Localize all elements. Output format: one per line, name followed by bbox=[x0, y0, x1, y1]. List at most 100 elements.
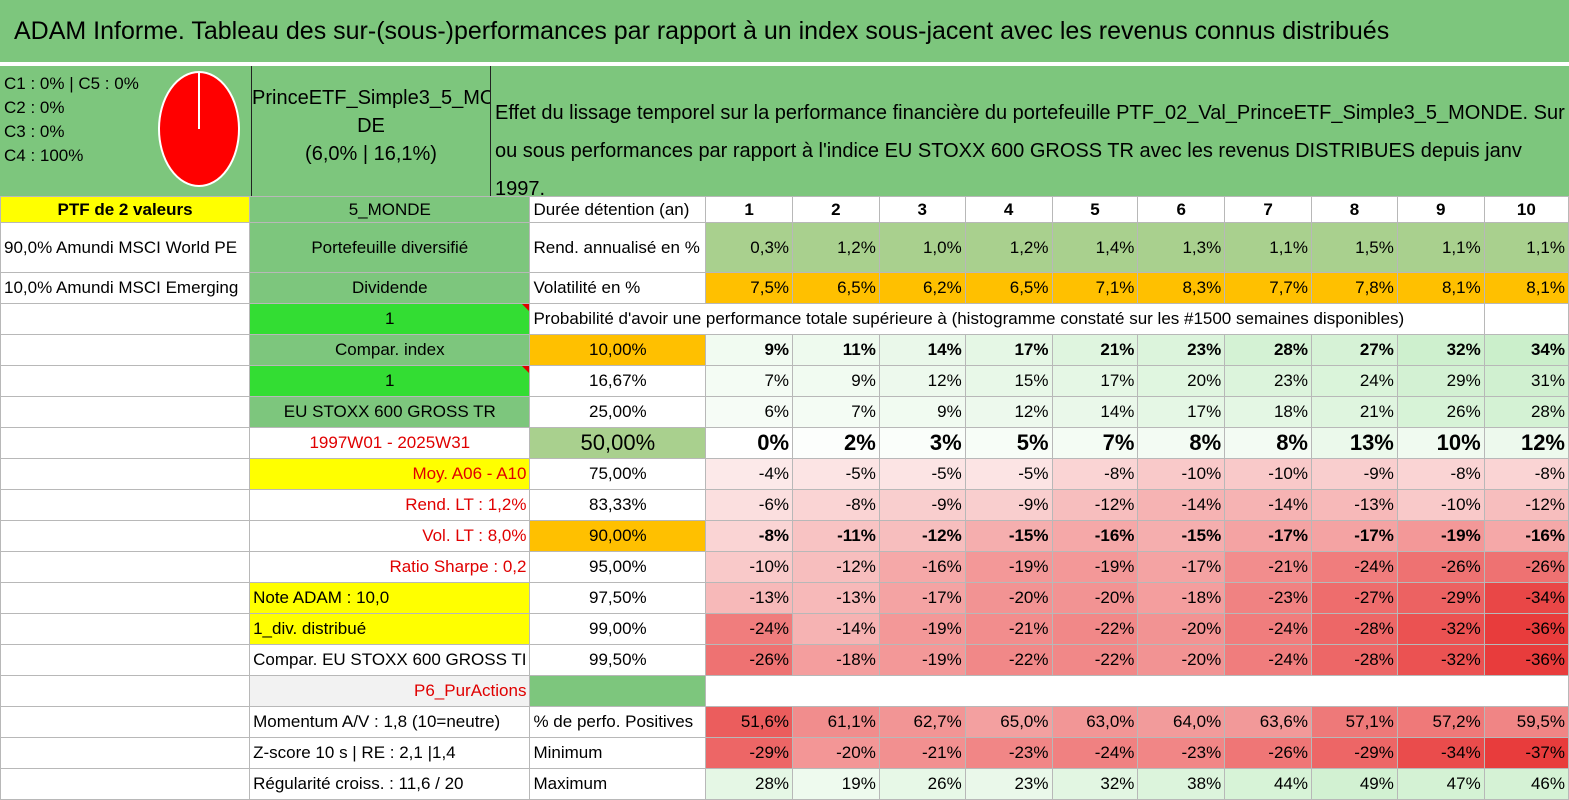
value-cell: 9% bbox=[792, 365, 880, 397]
value-cell: 7,7% bbox=[1224, 272, 1312, 304]
year-header: 4 bbox=[964, 196, 1053, 223]
value-cell: -32% bbox=[1396, 613, 1485, 645]
empty-cell bbox=[0, 675, 251, 707]
value-cell: 65,0% bbox=[964, 706, 1053, 738]
value-cell: -19% bbox=[964, 551, 1053, 583]
table-row: Momentum A/V : 1,8 (10=neutre)% de perfo… bbox=[0, 706, 1569, 738]
value-cell: -26% bbox=[1224, 737, 1312, 769]
value-cell: 9% bbox=[878, 396, 966, 428]
table-row: 1 16,67% 7% 9% 12% 15% 17% 20% 23% 24% 29% 31% bbox=[0, 365, 1569, 397]
value-cell: -16% bbox=[1483, 520, 1569, 552]
value-cell: -8% bbox=[792, 489, 880, 521]
value-cell: 15% bbox=[964, 365, 1053, 397]
value-cell: 26% bbox=[1396, 396, 1485, 428]
empty-cell bbox=[0, 551, 251, 583]
year-header: 5 bbox=[1051, 196, 1139, 223]
zone-label: 5_MONDE bbox=[249, 196, 531, 223]
table-row: Compar. index 10,00% 9% 11% 14% 17% 21% 23% 28% 2… bbox=[0, 334, 1569, 366]
value-cell: -5% bbox=[878, 458, 966, 490]
value-cell: 23% bbox=[964, 768, 1053, 800]
rend-label: Rend. annualisé en % bbox=[529, 222, 707, 273]
value-cell: -8% bbox=[1396, 458, 1485, 490]
value-cell: 63,0% bbox=[1051, 706, 1139, 738]
quantile-label: 99,50% bbox=[529, 644, 707, 676]
value-cell: 13% bbox=[1310, 427, 1398, 459]
value-cell: -17% bbox=[1137, 551, 1226, 583]
value-cell: -10% bbox=[1396, 489, 1485, 521]
portfolio-name-line1: PrinceETF_Simple3_5_MON bbox=[252, 87, 490, 109]
value-cell: -22% bbox=[1051, 644, 1139, 676]
value-cell: -26% bbox=[1396, 551, 1485, 583]
value-cell: 3% bbox=[878, 427, 966, 459]
value-cell: -10% bbox=[1137, 458, 1226, 490]
value-cell: 2% bbox=[792, 427, 880, 459]
value-cell: 49% bbox=[1310, 768, 1398, 800]
flag-one: 1 bbox=[249, 303, 531, 335]
value-cell: -15% bbox=[964, 520, 1053, 552]
value-cell: 9% bbox=[705, 334, 794, 366]
value-cell: 46% bbox=[1483, 768, 1569, 800]
value-cell: 47% bbox=[1396, 768, 1485, 800]
regularite-label: Régularité croiss. : 11,6 / 20 bbox=[249, 768, 531, 800]
value-cell: -23% bbox=[964, 737, 1053, 769]
value-cell: -24% bbox=[1051, 737, 1139, 769]
value-cell: 1,2% bbox=[964, 222, 1053, 273]
side-label: 1_div. distribué bbox=[249, 613, 531, 645]
value-cell: -22% bbox=[964, 644, 1053, 676]
value-cell: 7,1% bbox=[1051, 272, 1139, 304]
table-row: 10,0% Amundi MSCI Emerging Dividende Volat… bbox=[0, 272, 1569, 304]
empty-cell bbox=[0, 334, 251, 366]
value-cell: -4% bbox=[705, 458, 794, 490]
value-cell: 5% bbox=[964, 427, 1053, 459]
table-row: Ratio Sharpe : 0,2 95,00% -10% -12% -16% -19%… bbox=[0, 551, 1569, 583]
side-label: Ratio Sharpe : 0,2 bbox=[249, 551, 531, 583]
side-label: Vol. LT : 8,0% bbox=[249, 520, 531, 552]
value-cell: 59,5% bbox=[1483, 706, 1569, 738]
value-cell: 1,4% bbox=[1051, 222, 1139, 273]
value-cell: 27% bbox=[1310, 334, 1398, 366]
value-cell: -13% bbox=[1310, 489, 1398, 521]
value-cell: -27% bbox=[1310, 582, 1398, 614]
value-cell: -11% bbox=[792, 520, 880, 552]
value-cell: 6,5% bbox=[964, 272, 1053, 304]
empty-cell bbox=[0, 737, 251, 769]
empty-cell bbox=[1483, 303, 1569, 335]
value-cell: -12% bbox=[1051, 489, 1139, 521]
empty-cell bbox=[0, 396, 251, 428]
value-cell: -22% bbox=[1051, 613, 1139, 645]
value-cell: 57,2% bbox=[1396, 706, 1485, 738]
value-cell: 7% bbox=[792, 396, 880, 428]
value-cell: -37% bbox=[1483, 737, 1569, 769]
value-cell: 7,5% bbox=[705, 272, 794, 304]
value-cell: 12% bbox=[964, 396, 1053, 428]
empty-cell bbox=[0, 303, 251, 335]
value-cell: 12% bbox=[878, 365, 966, 397]
table-row: Moy. A06 - A10 75,00% -4% -5% -5% -5% -8% -10% -… bbox=[0, 458, 1569, 490]
value-cell: 1,1% bbox=[1224, 222, 1312, 273]
value-cell: 34% bbox=[1483, 334, 1569, 366]
value-cell: 51,6% bbox=[705, 706, 794, 738]
value-cell: -8% bbox=[705, 520, 794, 552]
table-row: Note ADAM : 10,0 97,50% -13% -13% -17% -20% -2… bbox=[0, 582, 1569, 614]
value-cell: 8% bbox=[1137, 427, 1226, 459]
value-cell: 0,3% bbox=[705, 222, 794, 273]
value-cell: 17% bbox=[964, 334, 1053, 366]
value-cell: -9% bbox=[878, 489, 966, 521]
empty-cell bbox=[0, 458, 251, 490]
empty-cell bbox=[0, 427, 251, 459]
quantile-label: 16,67% bbox=[529, 365, 707, 397]
class-line: C2 : 0% bbox=[4, 98, 65, 117]
side-label: Note ADAM : 10,0 bbox=[249, 582, 531, 614]
value-cell: -24% bbox=[1310, 551, 1398, 583]
year-header: 2 bbox=[792, 196, 880, 223]
dividend-label: Dividende bbox=[249, 272, 531, 304]
value-cell: 23% bbox=[1137, 334, 1226, 366]
table-row: Z-score 10 s | RE : 2,1 |1,4 Minimum -29% -… bbox=[0, 737, 1569, 769]
value-cell: 1,1% bbox=[1483, 222, 1569, 273]
value-cell: -19% bbox=[878, 613, 966, 645]
table-row: EU STOXX 600 GROSS TR 25,00% 6% 7% 9% 12% 14% 1… bbox=[0, 396, 1569, 428]
year-header: 8 bbox=[1310, 196, 1398, 223]
side-label: 1 bbox=[249, 365, 531, 397]
quantile-label: 10,00% bbox=[529, 334, 707, 366]
